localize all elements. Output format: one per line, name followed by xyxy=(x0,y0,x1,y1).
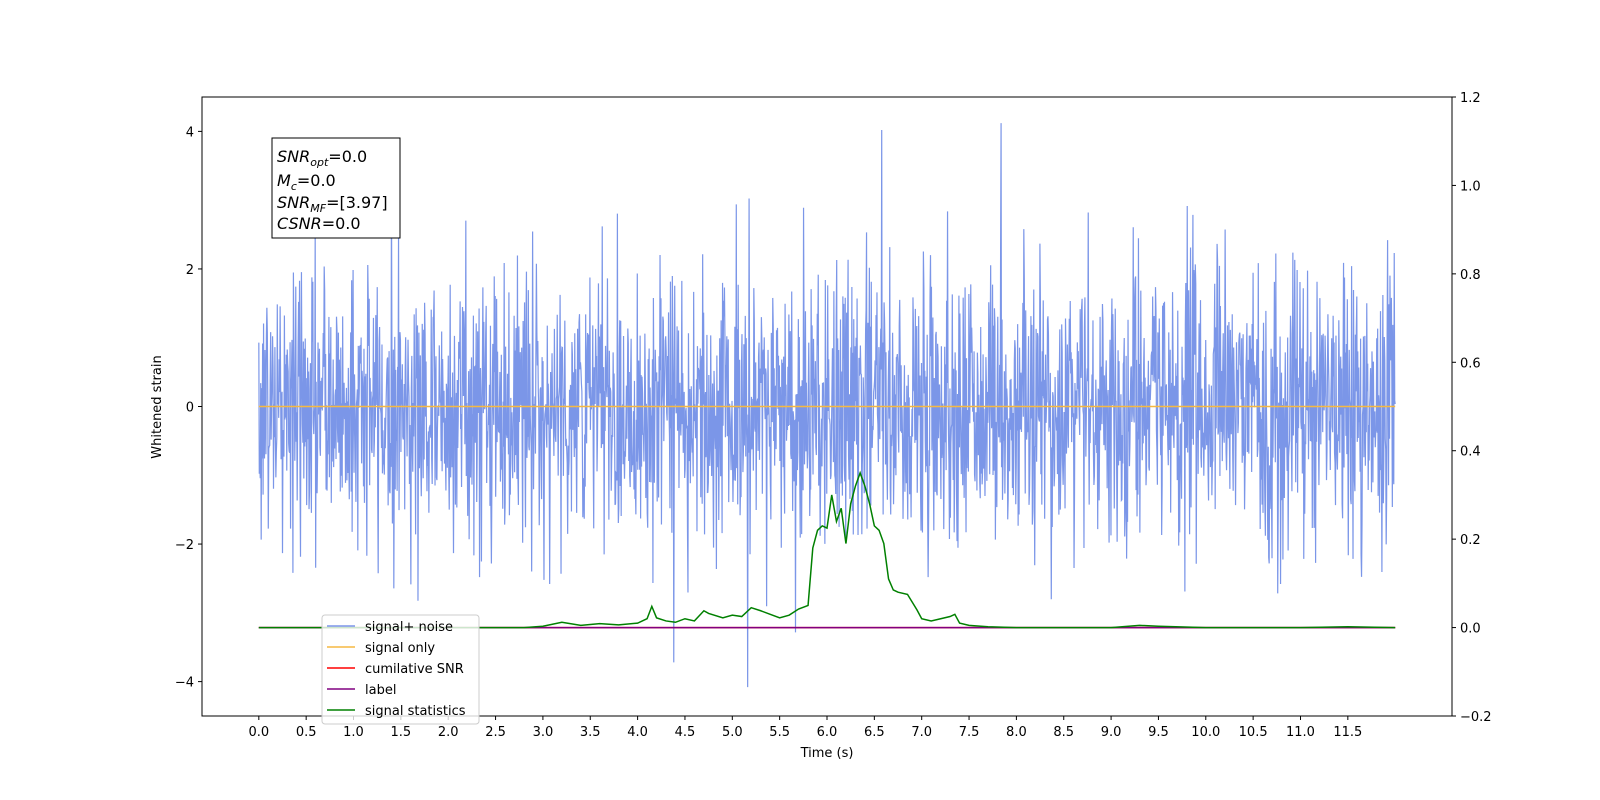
x-tick-label: 8.5 xyxy=(1053,725,1074,740)
stats-mc: Mc=0.0 xyxy=(277,171,336,193)
x-tick-label: 1.5 xyxy=(391,725,412,740)
x-tick-label: 9.5 xyxy=(1148,725,1169,740)
legend-label-label: label xyxy=(365,683,396,698)
x-tick-label: 10.5 xyxy=(1239,725,1268,740)
x-tick-label: 6.0 xyxy=(817,725,838,740)
stats-annotation-box: SNRopt=0.0 Mc=0.0 SNRMF=[3.97] CSNR=0.0 xyxy=(271,137,401,239)
y2-tick-label: 1.0 xyxy=(1460,179,1481,194)
y2-tick-label: 0.2 xyxy=(1460,533,1481,548)
x-tick-label: 3.0 xyxy=(533,725,554,740)
y-axis-left: −4 −2 0 2 4 xyxy=(175,125,202,691)
y-tick-label: 0 xyxy=(186,401,194,416)
y-tick-label: 4 xyxy=(186,125,194,140)
x-tick-label: 7.0 xyxy=(911,725,932,740)
y2-tick-label: 1.2 xyxy=(1460,91,1481,106)
x-tick-label: 6.5 xyxy=(864,725,885,740)
y-tick-label: −4 xyxy=(175,676,194,691)
y-axis-right: −0.2 0.0 0.2 0.4 0.6 0.8 1.0 1.2 xyxy=(1452,91,1492,725)
x-tick-label: 0.5 xyxy=(296,725,317,740)
y2-tick-label: −0.2 xyxy=(1460,710,1492,725)
x-axis-label: Time (s) xyxy=(800,746,854,761)
y-axis-label: Whitened strain xyxy=(150,355,165,458)
legend-label-signal-only: signal only xyxy=(365,641,435,656)
x-tick-label: 10.0 xyxy=(1191,725,1220,740)
x-tick-label: 5.5 xyxy=(769,725,790,740)
y-tick-label: −2 xyxy=(175,538,194,553)
legend-label-signal-noise: signal+ noise xyxy=(365,620,453,635)
stats-csnr: CSNR=0.0 xyxy=(277,214,361,233)
x-tick-label: 8.0 xyxy=(1006,725,1027,740)
x-tick-label: 4.0 xyxy=(627,725,648,740)
y2-tick-label: 0.0 xyxy=(1460,622,1481,637)
legend-frame xyxy=(321,614,480,725)
stats-snr-opt: SNRopt=0.0 xyxy=(277,147,367,169)
x-axis: 0.0 0.5 1.0 1.5 2.0 2.5 3.0 3.5 4.0 4.5 5.0 5.5 6.0 6… xyxy=(248,716,1362,740)
x-tick-label: 3.5 xyxy=(580,725,601,740)
x-tick-label: 11.0 xyxy=(1286,725,1315,740)
x-tick-label: 9.0 xyxy=(1101,725,1122,740)
series-signal-statistics-line xyxy=(258,470,1396,629)
x-tick-label: 7.5 xyxy=(959,725,980,740)
legend-label-cumilative-snr: cumilative SNR xyxy=(365,662,464,677)
y2-tick-label: 0.8 xyxy=(1460,268,1481,283)
x-tick-label: 11.5 xyxy=(1333,725,1362,740)
x-tick-label: 1.0 xyxy=(343,725,364,740)
stats-snr-mf: SNRMF=[3.97] xyxy=(277,193,388,215)
stats-box-frame xyxy=(271,137,401,239)
legend-label-signal-statistics: signal statistics xyxy=(365,704,466,719)
y2-tick-label: 0.4 xyxy=(1460,445,1481,460)
x-tick-label: 4.5 xyxy=(675,725,696,740)
x-tick-label: 5.0 xyxy=(722,725,743,740)
series-signal-noise-line xyxy=(258,123,1396,688)
x-tick-label: 2.0 xyxy=(438,725,459,740)
x-tick-label: 0.0 xyxy=(248,725,269,740)
y-tick-label: 2 xyxy=(186,263,194,278)
y2-tick-label: 0.6 xyxy=(1460,356,1481,371)
x-tick-label: 2.5 xyxy=(485,725,506,740)
legend: signal+ noise signal only cumilative SNR la… xyxy=(321,614,480,725)
